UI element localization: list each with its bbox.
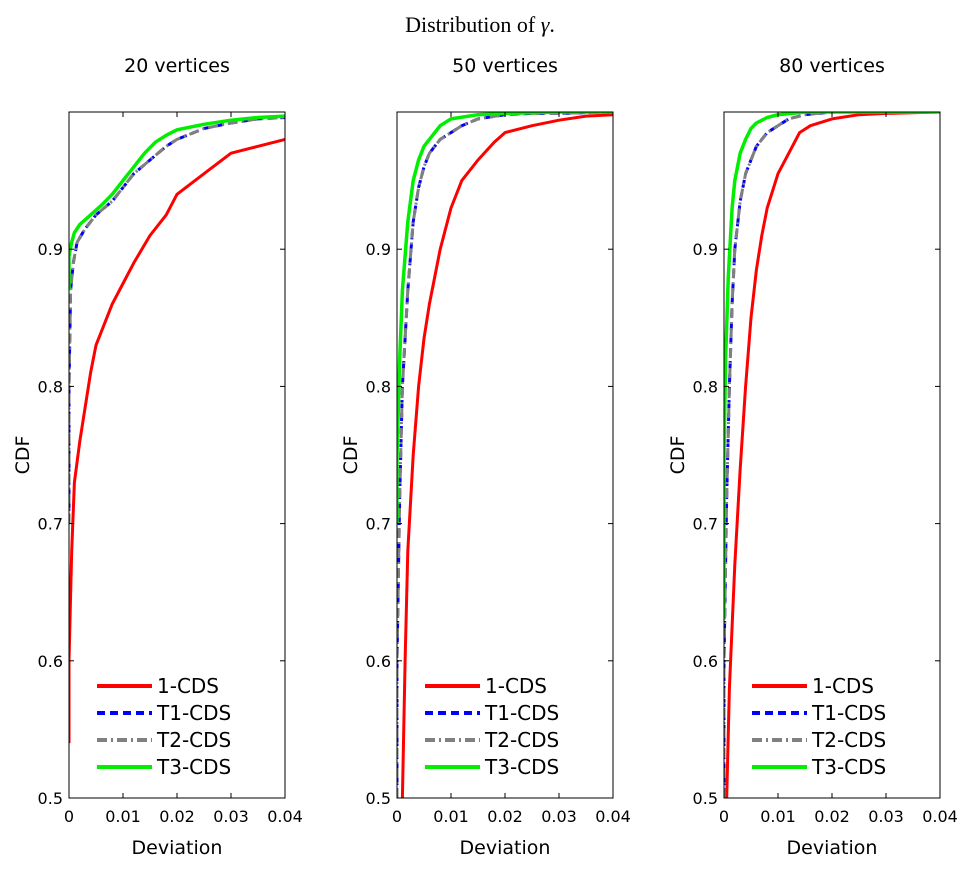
x-tick-label: 0.02 [487, 807, 523, 826]
x-tick-label: 0.03 [213, 807, 249, 826]
y-tick-label: 0.9 [38, 240, 63, 259]
chart-panel-3: 0.5 0.6 0.7 0.8 0.9 0 0.01 0.02 0.03 0.04 80 verti… [667, 55, 958, 859]
legend-label-t1-cds: T1-CDS [484, 701, 559, 725]
x-tick-label: 0.01 [760, 807, 796, 826]
y-tick-label: 0.5 [38, 789, 63, 808]
x-tick-label: 0 [64, 807, 74, 826]
x-axis-label: Deviation [460, 837, 551, 859]
figure-title-suffix: . [549, 12, 555, 37]
legend-label-t1-cds: T1-CDS [156, 701, 231, 725]
legend-label-t2-cds: T2-CDS [811, 728, 886, 752]
y-tick-label: 0.6 [366, 652, 391, 671]
legend: 1-CDS T1-CDS T2-CDS T3-CDS [97, 674, 231, 779]
x-tick-label: 0.01 [433, 807, 469, 826]
figure-title-symbol: γ [540, 12, 550, 37]
series-line-t3-cds [69, 114, 285, 291]
y-tick-label: 0.9 [366, 240, 391, 259]
panel-title: 20 vertices [124, 55, 230, 77]
legend-label-t3-cds: T3-CDS [484, 755, 559, 779]
chart-panel-2: 0.5 0.6 0.7 0.8 0.9 0 0.01 0.02 0.03 0.04 50 verti… [340, 55, 631, 859]
x-tick-label: 0.03 [541, 807, 577, 826]
legend-label-1-cds: 1-CDS [157, 674, 219, 698]
series-line-1-cds [725, 112, 940, 798]
x-axis-label: Deviation [132, 837, 223, 859]
series-line-t1-cds [69, 116, 285, 524]
y-tick-label: 0.6 [693, 652, 718, 671]
x-axis-label: Deviation [787, 837, 878, 859]
x-tick-label: 0.04 [595, 807, 631, 826]
x-tick-label: 0 [392, 807, 402, 826]
legend-label-t2-cds: T2-CDS [484, 728, 559, 752]
x-tick-label: 0 [719, 807, 729, 826]
y-tick-label: 0.7 [38, 515, 63, 534]
legend: 1-CDS T1-CDS T2-CDS T3-CDS [425, 674, 559, 779]
legend-label-t3-cds: T3-CDS [811, 755, 886, 779]
figure-title-prefix: Distribution of [405, 12, 541, 37]
y-tick-label: 0.7 [693, 515, 718, 534]
series-line-1-cds [400, 113, 613, 798]
y-axis-label: CDF [340, 436, 362, 475]
y-tick-label: 0.8 [366, 377, 391, 396]
legend-label-1-cds: 1-CDS [485, 674, 547, 698]
series-line-t2-cds [69, 116, 285, 524]
legend-label-t2-cds: T2-CDS [156, 728, 231, 752]
panel-title: 50 vertices [452, 55, 558, 77]
legend: 1-CDS T1-CDS T2-CDS T3-CDS [752, 674, 886, 779]
x-tick-label: 0.02 [159, 807, 195, 826]
chart-panel-1: 0.5 0.6 0.7 0.8 0.9 0 0.01 0.02 0.03 0.04 20 verti… [12, 55, 303, 859]
series-line-1-cds [69, 137, 285, 744]
x-tick-label: 0.01 [105, 807, 141, 826]
series-line-t3-cds [397, 112, 613, 524]
x-tick-label: 0.04 [922, 807, 958, 826]
legend-label-t1-cds: T1-CDS [811, 701, 886, 725]
panel-title: 80 vertices [779, 55, 885, 77]
x-tick-label: 0.03 [868, 807, 904, 826]
y-tick-label: 0.8 [38, 377, 63, 396]
legend-label-1-cds: 1-CDS [812, 674, 874, 698]
series-line-t3-cds [724, 112, 940, 620]
y-tick-label: 0.7 [366, 515, 391, 534]
x-tick-label: 0.02 [814, 807, 850, 826]
y-tick-label: 0.5 [693, 789, 718, 808]
y-tick-label: 0.9 [693, 240, 718, 259]
y-tick-label: 0.5 [366, 789, 391, 808]
series-line-t2-cds [724, 112, 940, 798]
x-tick-label: 0.04 [267, 807, 303, 826]
y-axis-label: CDF [667, 436, 689, 475]
y-tick-label: 0.6 [38, 652, 63, 671]
y-tick-label: 0.8 [693, 377, 718, 396]
legend-label-t3-cds: T3-CDS [156, 755, 231, 779]
y-axis-label: CDF [12, 436, 34, 475]
figure-title: Distribution of γ. [0, 12, 960, 38]
